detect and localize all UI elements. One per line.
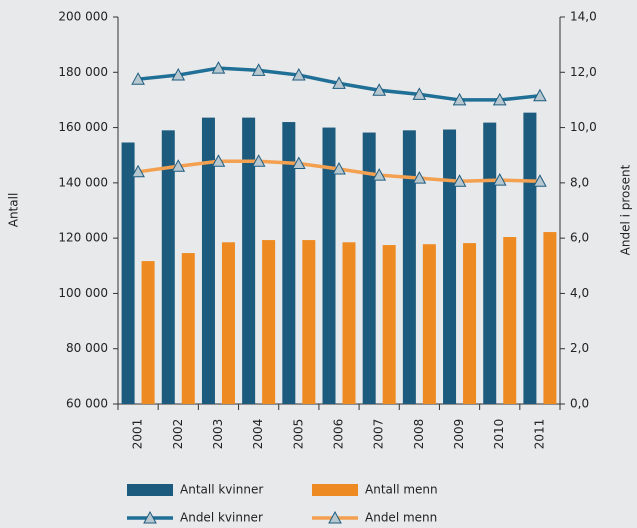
bar — [302, 240, 316, 404]
x-tick-label: 2004 — [251, 419, 265, 450]
x-tick-label: 2010 — [492, 419, 506, 450]
y-tick-label: 180 000 — [58, 65, 108, 79]
y-tick-label: 60 000 — [66, 397, 108, 411]
x-tick-label: 2002 — [171, 419, 185, 450]
bar — [161, 130, 175, 405]
bar — [483, 122, 497, 405]
legend-swatch — [312, 484, 358, 496]
legend-marker — [328, 510, 342, 524]
y2-axis-label: Andel i prosent — [619, 164, 633, 255]
y-tick-label: 160 000 — [58, 120, 108, 134]
legend-label: Andel kvinner — [180, 511, 263, 525]
bar — [262, 240, 276, 404]
marker — [211, 61, 226, 74]
marker — [211, 154, 226, 167]
marker — [452, 174, 467, 187]
y-tick-label: 80 000 — [66, 341, 108, 355]
bar — [282, 122, 296, 405]
legend-label: Andel menn — [365, 511, 437, 525]
x-tick-label: 2008 — [412, 419, 426, 450]
bar — [121, 142, 135, 404]
marker — [291, 68, 306, 81]
marker — [412, 171, 427, 184]
bar — [503, 237, 517, 404]
y-axis-label: Antall — [7, 193, 21, 228]
x-tick-label: 2007 — [372, 419, 386, 450]
legend-label: Antall kvinner — [180, 483, 263, 497]
x-tick-label: 2009 — [452, 419, 466, 450]
x-tick-label: 2006 — [332, 419, 346, 450]
marker — [372, 83, 387, 96]
y2-tick-label: 8,0 — [570, 175, 589, 189]
legend-label: Antall menn — [365, 483, 438, 497]
legend-swatch — [127, 484, 173, 496]
bar — [181, 253, 195, 404]
bar — [201, 117, 215, 405]
y-tick-label: 100 000 — [58, 286, 108, 300]
y2-tick-label: 0,0 — [570, 397, 589, 411]
bar — [342, 242, 356, 404]
marker — [251, 63, 266, 76]
marker — [251, 154, 266, 167]
bar — [382, 245, 396, 404]
bar — [443, 129, 457, 405]
marker — [332, 76, 346, 89]
marker — [131, 72, 145, 85]
x-tick-label: 2011 — [532, 419, 546, 450]
bar — [523, 112, 537, 404]
legend-marker — [143, 510, 157, 524]
marker — [131, 164, 145, 178]
marker — [492, 173, 507, 186]
x-tick-label: 2005 — [291, 419, 305, 450]
x-tick-label: 2001 — [131, 419, 145, 450]
y2-tick-label: 10,0 — [570, 120, 597, 134]
x-tick-label: 2003 — [211, 419, 225, 450]
y2-tick-label: 6,0 — [570, 231, 589, 245]
marker — [533, 88, 547, 102]
bar — [463, 243, 477, 404]
y2-tick-label: 12,0 — [570, 65, 597, 79]
bar — [402, 130, 416, 405]
y-tick-label: 140 000 — [58, 175, 108, 189]
marker — [332, 161, 346, 175]
bar — [422, 244, 436, 404]
y2-tick-label: 4,0 — [570, 286, 589, 300]
marker — [452, 92, 467, 106]
y2-tick-label: 2,0 — [570, 341, 589, 355]
marker — [372, 168, 387, 181]
bar — [543, 232, 557, 404]
marker — [533, 174, 547, 187]
y-tick-label: 200 000 — [58, 10, 108, 24]
marker — [492, 92, 507, 106]
bar — [322, 127, 336, 405]
marker — [291, 156, 306, 170]
y-tick-label: 120 000 — [58, 231, 108, 245]
bar — [141, 261, 155, 404]
marker — [171, 68, 186, 81]
marker — [171, 159, 186, 172]
bar — [362, 132, 376, 404]
marker — [412, 87, 427, 100]
y2-tick-label: 14,0 — [570, 10, 597, 24]
bar — [242, 117, 256, 405]
bar — [221, 242, 235, 404]
